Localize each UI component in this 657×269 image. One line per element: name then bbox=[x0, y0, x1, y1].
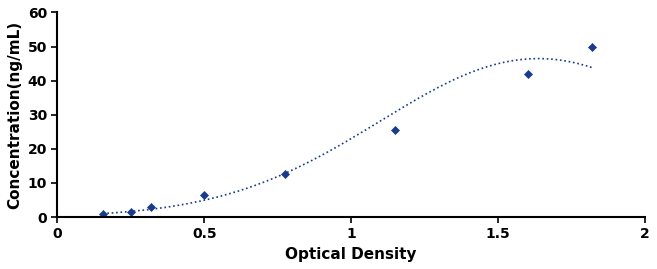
X-axis label: Optical Density: Optical Density bbox=[286, 247, 417, 262]
Y-axis label: Concentration(ng/mL): Concentration(ng/mL) bbox=[7, 21, 22, 209]
